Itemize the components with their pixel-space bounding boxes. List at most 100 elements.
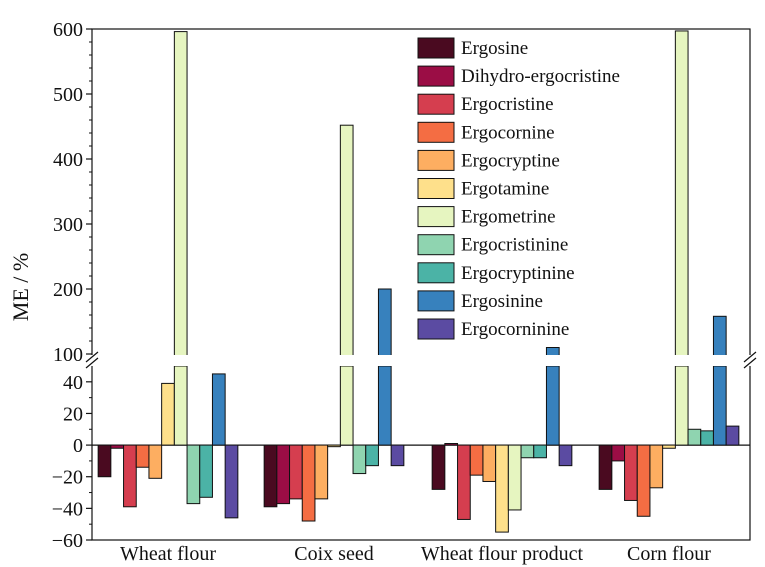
bar-ergosinine-wheat-flour-product-gap xyxy=(545,355,561,366)
legend-label: Ergocorninine xyxy=(461,319,569,340)
bar-ergometrine-wheat-flour-gap xyxy=(173,355,189,366)
bar-ergotamine-wheat-flour-product xyxy=(495,444,509,533)
legend-swatch xyxy=(417,234,455,256)
legend-swatch xyxy=(417,65,455,87)
bar-ergocryptinine-corn-flour xyxy=(700,430,714,446)
bar-ergosinine-wheat-flour xyxy=(211,373,226,446)
bar-ergotamine-wheat-flour xyxy=(161,382,175,446)
bar-ergosine-corn-flour xyxy=(598,444,613,490)
x-category-label: Corn flour xyxy=(627,543,711,565)
bar-ergometrine-corn-flour-lower xyxy=(674,365,689,446)
y-axis-label: ME / % xyxy=(8,253,33,321)
bar-ergosinine-corn-flour-upper xyxy=(712,315,727,359)
bar-ergocristine-corn-flour xyxy=(624,444,638,501)
bar-ergocryptine-coix-seed xyxy=(314,444,329,500)
bar-ergocorninine-coix-seed xyxy=(390,444,405,467)
legend-swatch xyxy=(417,121,455,143)
legend-swatch xyxy=(417,93,455,115)
y-tick-label: −40 xyxy=(52,498,83,520)
y-tick-label: 600 xyxy=(53,19,83,41)
bar-ergocryptine-wheat-flour-product xyxy=(482,444,497,482)
y-tick-label: 300 xyxy=(53,214,83,236)
legend-label: Ergocryptinine xyxy=(461,263,575,284)
bar-ergosinine-corn-flour-lower xyxy=(712,365,727,446)
legend-label: Ergotamine xyxy=(461,179,549,200)
legend-swatch xyxy=(417,318,455,340)
x-category-label: Wheat flour xyxy=(120,543,216,565)
y-tick-label: 40 xyxy=(63,372,83,394)
bar-ergocristinine-wheat-flour xyxy=(186,444,201,505)
bar-ergosinine-coix-seed-lower xyxy=(377,365,392,446)
bar-ergocornine-corn-flour xyxy=(636,444,651,517)
bar-ergocristinine-coix-seed xyxy=(352,444,367,475)
bar-ergocristinine-wheat-flour-product xyxy=(520,444,535,459)
break-mark-right-top xyxy=(743,351,757,363)
legend-label: Dihydro-ergocristine xyxy=(461,66,620,87)
y-tick-label: 400 xyxy=(53,149,83,171)
bar-ergometrine-coix-seed-upper xyxy=(339,124,354,359)
bar-ergosine-wheat-flour xyxy=(97,444,112,478)
legend-swatch xyxy=(417,262,455,284)
break-mark-left-top xyxy=(85,351,99,363)
y-tick-label: −60 xyxy=(52,530,83,552)
bar-ergosinine-corn-flour-gap xyxy=(712,355,728,366)
bar-ergocryptine-wheat-flour xyxy=(148,444,163,479)
legend-swatch xyxy=(417,178,455,199)
legend-label: Ergocornine xyxy=(461,122,555,143)
legend-label: Ergosinine xyxy=(461,291,543,312)
plot-border xyxy=(91,28,751,541)
legend-label: Ergosine xyxy=(461,38,528,59)
break-mark-left-bottom xyxy=(85,357,99,369)
bar-ergocristine-coix-seed xyxy=(289,444,303,500)
legend-label: Ergocristine xyxy=(461,94,554,115)
bar-ergocornine-coix-seed xyxy=(301,444,316,522)
left-axis-gap xyxy=(86,355,98,366)
bar-ergometrine-corn-flour-gap xyxy=(674,355,690,366)
legend-swatch xyxy=(417,37,455,59)
bar-ergotamine-corn-flour xyxy=(662,444,676,449)
legend-swatch xyxy=(417,206,455,228)
legend-label: Ergometrine xyxy=(461,207,556,228)
bar-ergocorninine-wheat-flour xyxy=(224,444,239,519)
axes: 100 200 300 400 500 600 −60 −40 −20 0 20 40 Wheat fl… xyxy=(52,19,757,565)
bar-ergometrine-corn-flour-upper xyxy=(674,30,689,359)
x-category-label: Coix seed xyxy=(294,543,373,565)
bar-ergotamine-coix-seed xyxy=(327,444,341,448)
y-tick-label: 200 xyxy=(53,279,83,301)
bar-ergocorninine-wheat-flour-product xyxy=(558,444,573,467)
bar-ergosinine-coix-seed-gap xyxy=(377,355,393,366)
bar-ergosinine-coix-seed-upper xyxy=(377,288,392,359)
x-category-label: Wheat flour product xyxy=(421,543,584,565)
bar-ergocryptinine-coix-seed xyxy=(365,444,379,467)
bar-ergometrine-wheat-flour-upper xyxy=(173,31,188,359)
break-mark-right-bottom xyxy=(743,357,757,369)
bar-dihydro-ergocristine-coix-seed xyxy=(276,444,291,505)
bar-ergosine-coix-seed xyxy=(263,444,278,508)
bar-ergometrine-coix-seed-lower xyxy=(339,365,354,446)
bar-ergometrine-wheat-flour-product xyxy=(507,444,522,511)
bar-ergocryptine-corn-flour xyxy=(649,444,664,489)
y-tick-label: 100 xyxy=(53,344,83,366)
legend-swatch xyxy=(417,149,455,171)
y-tick-label: −20 xyxy=(52,467,83,489)
bar-ergocristinine-corn-flour xyxy=(687,428,702,446)
bar-ergometrine-coix-seed-gap xyxy=(339,355,355,366)
legend-label: Ergocristinine xyxy=(461,235,568,256)
y-tick-label: 20 xyxy=(63,403,83,425)
bar-ergosinine-wheat-flour-product-lower xyxy=(545,365,560,446)
y-tick-label: 500 xyxy=(53,84,83,106)
bars xyxy=(97,30,740,533)
legend-label: Ergocryptine xyxy=(461,150,560,171)
bar-ergocornine-wheat-flour xyxy=(135,444,150,468)
bar-ergocristine-wheat-flour-product xyxy=(457,444,471,520)
legend-swatch xyxy=(417,290,455,312)
bar-dihydro-ergocristine-corn-flour xyxy=(611,444,626,462)
bar-ergosine-wheat-flour-product xyxy=(431,444,446,490)
bar-ergocryptinine-wheat-flour xyxy=(199,444,213,498)
y-tick-label: 0 xyxy=(73,435,83,457)
legend: Ergosine Dihydro-ergocristine Ergocristine… xyxy=(417,37,620,340)
bar-ergometrine-wheat-flour-lower xyxy=(173,365,188,446)
bar-dihydro-ergocristine-wheat-flour-product xyxy=(444,443,459,446)
bar-dihydro-ergocristine-wheat-flour xyxy=(110,444,125,449)
